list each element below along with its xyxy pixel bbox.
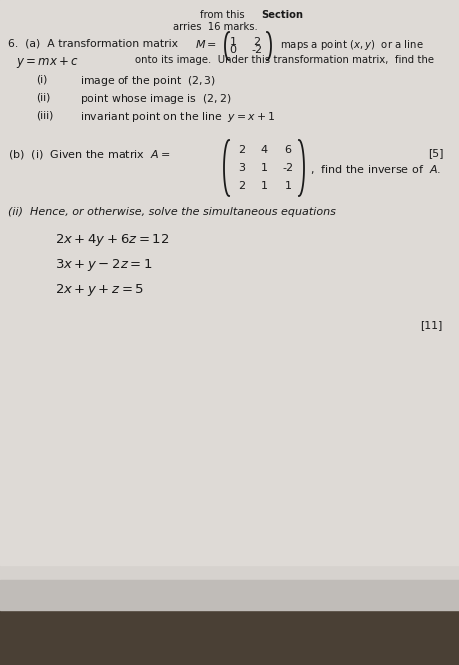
Text: Section: Section xyxy=(261,10,303,20)
Text: $2x + 4y + 6z = 12$: $2x + 4y + 6z = 12$ xyxy=(55,232,169,248)
Text: 1: 1 xyxy=(230,37,236,47)
Text: from this: from this xyxy=(200,10,248,20)
Text: 0: 0 xyxy=(230,45,236,55)
Text: 1: 1 xyxy=(261,163,268,173)
Text: -2: -2 xyxy=(282,163,294,173)
Text: 6.  (a)  A transformation matrix: 6. (a) A transformation matrix xyxy=(8,38,178,48)
Text: onto its image.  Under this transformation matrix,  find the: onto its image. Under this transformatio… xyxy=(135,55,434,65)
Text: $y = mx + c$: $y = mx + c$ xyxy=(16,55,79,70)
Text: [11]: [11] xyxy=(420,320,442,330)
Text: (i): (i) xyxy=(36,74,47,84)
Text: 1: 1 xyxy=(285,181,291,191)
Bar xyxy=(0,610,459,665)
Text: 3: 3 xyxy=(239,163,246,173)
Text: [5]: [5] xyxy=(428,148,443,158)
Text: $3x + y - 2z = 1$: $3x + y - 2z = 1$ xyxy=(55,257,152,273)
Text: 2: 2 xyxy=(238,181,246,191)
Text: image of the point  $(2 ,3)$: image of the point $(2 ,3)$ xyxy=(80,74,216,88)
Text: (iii): (iii) xyxy=(36,110,53,120)
Text: 4: 4 xyxy=(260,145,268,155)
Text: ,  find the inverse of  $A$.: , find the inverse of $A$. xyxy=(310,163,441,176)
Text: (ii)  Hence, or otherwise, solve the simultaneous equations: (ii) Hence, or otherwise, solve the simu… xyxy=(8,207,336,217)
Text: point whose image is  $(2 , 2)$: point whose image is $(2 , 2)$ xyxy=(80,92,231,106)
Text: invariant point on the line  $y = x + 1$: invariant point on the line $y = x + 1$ xyxy=(80,110,275,124)
Text: $2x + y + z = 5$: $2x + y + z = 5$ xyxy=(55,282,144,298)
Text: maps a point $(x , y)$  or a line: maps a point $(x , y)$ or a line xyxy=(280,38,424,52)
Bar xyxy=(0,0,459,565)
Text: 6: 6 xyxy=(285,145,291,155)
Text: arries  16 marks.: arries 16 marks. xyxy=(173,22,258,32)
Text: (b)  (i)  Given the matrix  $A = $: (b) (i) Given the matrix $A = $ xyxy=(8,148,170,161)
Text: $M = $: $M = $ xyxy=(195,38,217,50)
Bar xyxy=(0,580,459,610)
Text: 2: 2 xyxy=(253,37,261,47)
Text: (ii): (ii) xyxy=(36,92,50,102)
Text: 1: 1 xyxy=(261,181,268,191)
Text: -2: -2 xyxy=(252,45,263,55)
Text: 2: 2 xyxy=(238,145,246,155)
